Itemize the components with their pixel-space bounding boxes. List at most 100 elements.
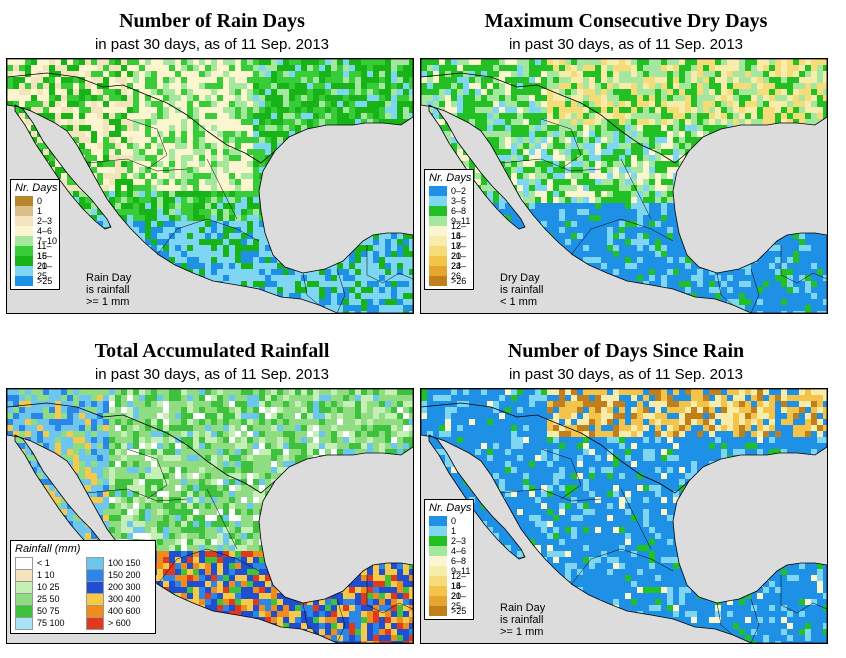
legend-swatch — [15, 616, 33, 630]
legend-label: 6–8 — [451, 556, 467, 566]
state-border — [500, 488, 602, 502]
legend-label: > 600 — [108, 618, 131, 628]
legend-label: < 1 — [37, 558, 50, 568]
map-canvas — [7, 59, 413, 313]
map-canvas — [421, 389, 827, 643]
state-border — [716, 272, 734, 306]
legend-label: 0 — [451, 516, 457, 526]
legend-label: 1 — [451, 526, 457, 536]
legend-label: 400 600 — [108, 606, 141, 616]
legend-swatch — [429, 276, 447, 286]
state-border — [366, 245, 413, 284]
legend-days-since-rain: Nr. Days 0 1 2–3 4–6 6–8 9–11 12–14 15–20 21–25 >… — [424, 499, 474, 620]
legend-swatch — [429, 516, 447, 526]
legend-item: > 600 — [86, 616, 151, 630]
legend-label: 9–11 — [451, 216, 471, 226]
country-border — [7, 402, 276, 494]
legend-label: 15–20 — [451, 581, 467, 601]
legend-label: 10 25 — [37, 582, 60, 592]
legend-item: 0–2 — [425, 186, 473, 196]
legend-item: >26 — [425, 276, 473, 286]
legend-item: 16–20 — [11, 251, 59, 271]
legend-rain-days: Nr. Days 0 1 2–3 4–6 7–10 11–15 16–20 21–25 >25 — [10, 179, 60, 290]
legend-swatch — [86, 616, 104, 630]
legend-swatch — [15, 226, 33, 236]
legend-item: 0 — [425, 516, 473, 526]
legend-item: 24–26 — [425, 261, 473, 281]
legend-label: 16–20 — [37, 251, 53, 271]
legend-swatch — [429, 216, 447, 226]
legend-swatch — [15, 266, 33, 276]
legend-title: Nr. Days — [429, 502, 472, 514]
legend-swatch — [429, 586, 447, 596]
state-border — [716, 602, 734, 636]
legend-item: 50 75 — [15, 604, 80, 618]
panel-title: Maximum Consecutive Dry Days — [484, 10, 768, 32]
legend-item: >25 — [11, 276, 59, 286]
map-note: Rain Day is rainfall >= 1 mm — [86, 272, 131, 308]
state-border — [336, 598, 346, 643]
legend-label: 4–6 — [451, 546, 467, 556]
state-border — [156, 218, 260, 256]
legend-item: 6–8 — [425, 206, 473, 216]
legend-item: 0 — [11, 196, 59, 206]
state-border — [206, 158, 238, 220]
state-border — [302, 602, 320, 636]
legend-label: 21–25 — [37, 261, 53, 281]
legend-item: 3–5 — [425, 196, 473, 206]
note-line: < 1 mm — [500, 296, 537, 308]
legend-item: 18–20 — [425, 241, 473, 261]
legend-item: 4–6 — [11, 226, 59, 236]
legend-rows: 0 1 2–3 4–6 6–8 9–11 12–14 15–20 21–25 >25 — [425, 516, 473, 619]
legend-label: 15–17 — [451, 231, 467, 251]
legend-swatch — [429, 606, 447, 616]
state-border — [540, 118, 582, 170]
legend-label: 0 — [37, 196, 43, 206]
legend-swatch — [429, 536, 447, 546]
legend-dry-days: Nr. Days 0–2 3–5 6–8 9–11 12–14 15–17 18–20 21–… — [424, 169, 474, 290]
legend-label: 24–26 — [451, 261, 467, 281]
legend-item: 21–25 — [11, 261, 59, 281]
legend-label: 1 — [37, 206, 43, 216]
legend-item: 1 10 — [15, 568, 80, 582]
legend-label: 21–25 — [451, 591, 467, 611]
legend-col-left: < 1 1 10 10 25 25 50 50 75 75 100 — [15, 556, 80, 630]
legend-swatch — [429, 576, 447, 586]
legend-label: 9–11 — [451, 566, 471, 576]
legend-title: Nr. Days — [15, 182, 58, 194]
state-border — [570, 218, 674, 256]
legend-swatch — [15, 236, 33, 246]
legend-label: 21–23 — [451, 251, 467, 271]
note-line: Dry Day — [500, 272, 540, 284]
legend-swatch — [429, 206, 447, 216]
legend-swatch — [429, 526, 447, 536]
legend-label: 3–5 — [451, 196, 467, 206]
legend-item: 7–10 — [11, 236, 59, 246]
country-border — [7, 72, 276, 164]
legend-label: 12–14 — [451, 221, 467, 241]
panel-dry-days: Maximum Consecutive Dry Days in past 30 … — [420, 0, 832, 316]
legend-col-right: 100 150 150 200 200 300 300 400 400 600 > 600 — [86, 556, 151, 630]
legend-item: 300 400 — [86, 592, 151, 606]
map-note: Dry Day is rainfall < 1 mm — [500, 272, 543, 308]
legend-swatch — [15, 206, 33, 216]
coastline — [421, 59, 827, 313]
legend-swatch — [429, 236, 447, 246]
state-border — [206, 488, 238, 550]
legend-swatch — [429, 256, 447, 266]
legend-item: 4–6 — [425, 546, 473, 556]
panel-subtitle: in past 30 days, as of 11 Sep. 2013 — [94, 366, 330, 383]
state-border — [500, 158, 602, 172]
legend-label: >25 — [37, 276, 53, 286]
map-canvas — [421, 59, 827, 313]
state-border — [620, 488, 652, 550]
note-line: is rainfall — [500, 614, 544, 626]
legend-label: 6–8 — [451, 206, 467, 216]
legend-item: 15–17 — [425, 231, 473, 251]
panel-title: Total Accumulated Rainfall — [94, 340, 330, 362]
note-line: Rain Day — [500, 602, 546, 614]
legend-label: 200 300 — [108, 582, 141, 592]
state-border — [86, 488, 188, 502]
panel-subtitle: in past 30 days, as of 11 Sep. 2013 — [94, 36, 330, 53]
legend-item: 100 150 — [86, 556, 151, 570]
